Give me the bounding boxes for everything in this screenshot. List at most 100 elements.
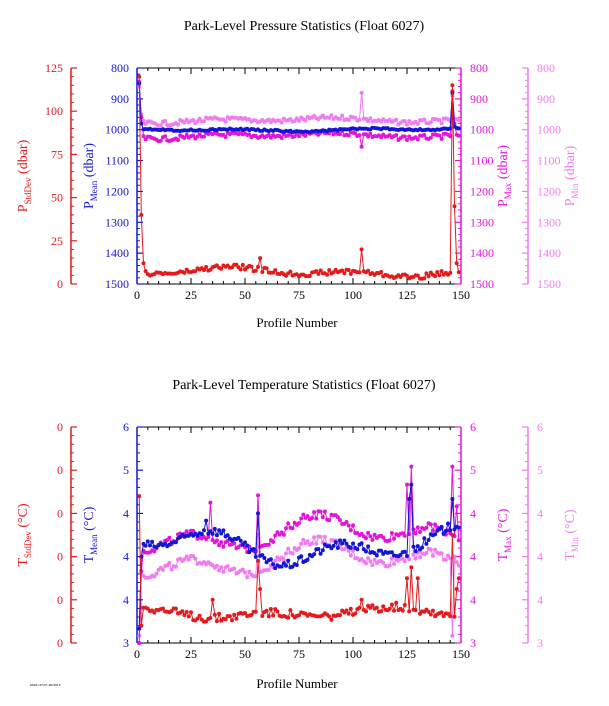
max-data-point bbox=[351, 523, 355, 528]
x-tick-label: 125 bbox=[398, 647, 416, 661]
mean-y-tick-label: 1500 bbox=[105, 277, 129, 291]
stddev-data-point bbox=[219, 266, 224, 271]
min-data-point bbox=[322, 534, 327, 539]
stddev-data-point bbox=[413, 608, 418, 612]
footer-label: PARK LEVEL PROFILE bbox=[30, 683, 61, 687]
max-data-point bbox=[450, 464, 455, 469]
min-data-point bbox=[402, 119, 407, 124]
min-data-point bbox=[176, 122, 180, 127]
mean-data-point bbox=[448, 126, 453, 131]
min-data-point bbox=[424, 551, 429, 555]
max-y-tick-label: 1000 bbox=[470, 123, 494, 137]
stddev-data-point bbox=[273, 268, 278, 273]
min-data-point bbox=[318, 534, 323, 539]
mean-data-point bbox=[256, 511, 260, 516]
stddev-data-point bbox=[256, 264, 260, 269]
mean-data-point bbox=[413, 549, 418, 554]
stddev-data-point bbox=[208, 267, 213, 272]
mean-data-point bbox=[236, 535, 241, 540]
min-data-point bbox=[348, 553, 353, 558]
stddev-data-point bbox=[456, 576, 461, 581]
stddev-y-tick-label: 75 bbox=[51, 147, 63, 161]
mean-data-point bbox=[219, 531, 224, 536]
mean-data-point bbox=[145, 539, 150, 544]
max-data-point bbox=[208, 500, 213, 505]
mean-data-point bbox=[426, 538, 431, 542]
stddev-data-point bbox=[264, 266, 269, 271]
stddev-data-point bbox=[327, 268, 332, 273]
max-data-point bbox=[353, 131, 358, 136]
mean-data-point bbox=[340, 541, 345, 546]
max-data-point bbox=[266, 542, 271, 547]
max-data-point bbox=[418, 530, 422, 534]
mean-data-point bbox=[448, 528, 453, 533]
stddev-data-point bbox=[314, 269, 319, 274]
mean-data-point bbox=[173, 540, 178, 545]
min-data-point bbox=[173, 564, 178, 569]
min-data-point bbox=[160, 567, 165, 572]
mean-y-axis-label: TMean (°C) bbox=[82, 506, 99, 563]
min-data-point bbox=[193, 556, 198, 561]
mean-data-point bbox=[253, 554, 258, 559]
min-data-point bbox=[297, 546, 301, 551]
min-data-point bbox=[346, 118, 351, 122]
max-data-point bbox=[279, 136, 284, 140]
stddev-data-point bbox=[253, 609, 258, 614]
min-data-point bbox=[327, 115, 332, 120]
min-data-point bbox=[411, 552, 416, 557]
mean-data-point bbox=[262, 556, 267, 560]
min-data-point bbox=[456, 563, 461, 568]
min-data-point bbox=[169, 567, 174, 572]
mean-data-point bbox=[443, 528, 448, 533]
stddev-data-point bbox=[422, 276, 427, 281]
min-data-point bbox=[422, 117, 427, 122]
stddev-y-tick-label: 100 bbox=[45, 104, 63, 118]
min-data-point bbox=[394, 117, 399, 122]
min-data-point bbox=[202, 119, 206, 124]
min-data-point bbox=[141, 118, 146, 123]
mean-data-point bbox=[312, 552, 317, 557]
min-y-tick-label: 1200 bbox=[537, 184, 561, 198]
max-data-point bbox=[290, 526, 295, 531]
min-data-point bbox=[357, 117, 362, 122]
max-data-point bbox=[335, 515, 340, 520]
max-data-point bbox=[137, 641, 142, 645]
min-data-point bbox=[219, 565, 224, 570]
mean-y-tick-label: 3 bbox=[123, 636, 129, 650]
min-data-point bbox=[439, 121, 444, 126]
max-data-point bbox=[346, 133, 351, 138]
stddev-data-point bbox=[366, 268, 371, 273]
mean-data-point bbox=[446, 521, 450, 526]
stddev-data-point bbox=[448, 270, 453, 275]
max-data-point bbox=[364, 536, 368, 541]
stddev-data-point bbox=[359, 597, 364, 602]
min-data-point bbox=[310, 541, 314, 546]
min-data-point bbox=[163, 118, 168, 123]
min-data-point bbox=[182, 120, 187, 125]
min-data-point bbox=[433, 547, 438, 552]
stddev-data-point bbox=[286, 615, 291, 620]
max-data-point bbox=[428, 135, 433, 140]
min-data-point bbox=[454, 560, 459, 565]
max-data-point bbox=[273, 533, 278, 538]
max-data-point bbox=[167, 535, 172, 540]
mean-data-point bbox=[221, 528, 226, 533]
min-data-point bbox=[381, 560, 386, 565]
stddev-data-point bbox=[346, 611, 351, 616]
x-tick-label: 25 bbox=[185, 288, 197, 302]
max-data-point bbox=[344, 520, 349, 524]
max-data-point bbox=[402, 533, 407, 538]
mean-data-point bbox=[210, 531, 215, 536]
chart-title: Park-Level Pressure Statistics (Float 60… bbox=[184, 19, 425, 34]
stddev-data-point bbox=[325, 272, 330, 277]
min-data-point bbox=[456, 118, 461, 123]
min-data-point bbox=[182, 557, 187, 562]
mean-data-point bbox=[389, 550, 394, 555]
stddev-data-point bbox=[139, 212, 144, 217]
stddev-data-point bbox=[197, 613, 202, 618]
mean-data-point bbox=[407, 497, 412, 501]
min-data-point bbox=[368, 559, 373, 564]
mean-data-point bbox=[320, 548, 325, 553]
mean-y-tick-label: 1400 bbox=[105, 246, 129, 260]
x-tick-label: 75 bbox=[293, 647, 305, 661]
